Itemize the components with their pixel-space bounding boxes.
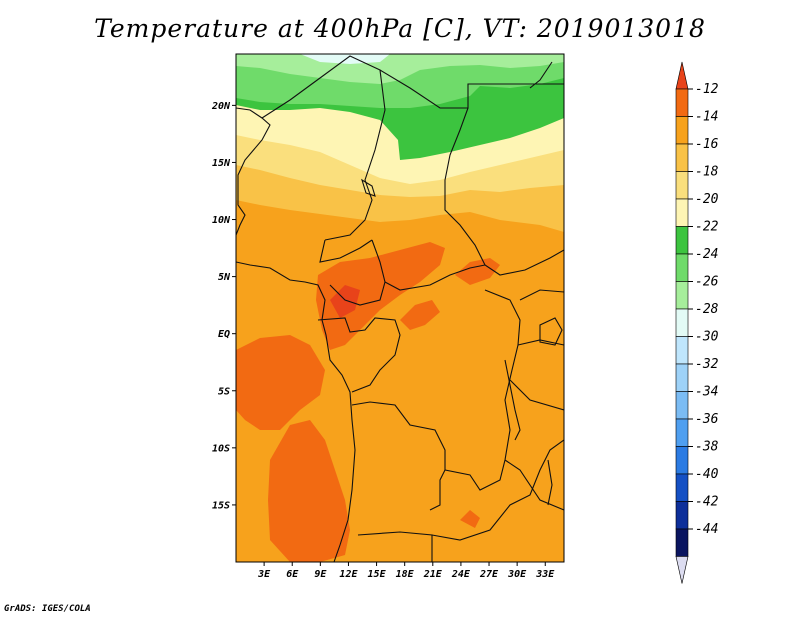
map-frame (236, 54, 564, 562)
border-car (371, 239, 486, 291)
colorbar-label: -44 (695, 522, 718, 537)
colorbar-swatch (675, 473, 689, 502)
lake-malawi (547, 459, 553, 506)
colorbar-label: -32 (695, 357, 719, 372)
lon-label: 33E (535, 569, 555, 580)
colorbar-swatch (675, 336, 689, 365)
lat-label: 15S (212, 500, 230, 511)
lon-label: 30E (507, 569, 527, 580)
warm-region-central (316, 242, 445, 350)
colorbar-label: -18 (695, 165, 719, 180)
colorbar-label: -12 (695, 82, 719, 97)
lon-label: 24E (451, 569, 471, 580)
colorbar-label: -40 (695, 467, 719, 482)
lat-label: 10N (212, 215, 231, 226)
lon-label: 12E (339, 569, 358, 580)
colorbar: -12 -14 -16 -18 -20 -22 -24 -26 -28 -30 -32 -34 -36 -… (675, 61, 719, 584)
lake-chad (361, 178, 376, 197)
lat-label: 20N (211, 101, 231, 112)
country-borders (236, 55, 564, 562)
colorbar-top-arrow (675, 61, 689, 90)
colorbar-swatch (675, 253, 689, 282)
colorbar-swatch (675, 171, 689, 200)
colorbar-swatch (675, 143, 689, 172)
lake-tanganyika (504, 359, 521, 441)
lon-label: 9E (314, 569, 327, 580)
colorbar-label: -16 (695, 137, 719, 152)
colorbar-label: -30 (695, 330, 719, 345)
lat-label: 5S (218, 386, 230, 397)
colorbar-label: -36 (695, 412, 719, 427)
border-coast-west (236, 107, 271, 236)
map-border (235, 53, 565, 563)
lake-victoria (539, 317, 563, 346)
colorbar-label: -24 (695, 247, 718, 262)
grads-credit: GrADS: IGES/COLA (4, 604, 91, 614)
border-zambia (431, 439, 564, 541)
border-sudan-west (444, 107, 564, 276)
colorbar-label: -22 (695, 220, 719, 235)
lat-label: 15N (212, 158, 231, 169)
warm-region-patch (400, 300, 440, 330)
chart-title: Temperature at 400hPa [C], VT: 201901301… (94, 14, 706, 43)
colorbar-label: -38 (695, 440, 719, 455)
colorbar-swatch (675, 528, 689, 557)
border-angola (351, 401, 446, 562)
border-gulf-coast (236, 261, 356, 562)
colorbar-swatch (675, 198, 689, 227)
colorbar-bottom-arrow (675, 556, 689, 584)
lon-label: 6E (286, 569, 299, 580)
colorbar-label: -14 (695, 110, 718, 125)
lon-label: 27E (479, 569, 499, 580)
colorbar-swatch (675, 226, 689, 255)
colorbar-label: -26 (695, 275, 719, 290)
border-niger-north (261, 55, 564, 119)
lon-axis: 3E 6E 9E 12E 15E 18E 21E 24E 27E 30E 33E (257, 562, 555, 580)
colorbar-swatch (675, 116, 689, 145)
colorbar-label: -20 (695, 192, 719, 207)
colorbar-swatch (675, 363, 689, 392)
lon-label: 15E (368, 569, 387, 580)
lon-label: 18E (396, 569, 415, 580)
band-26 (236, 54, 564, 84)
warm-region-east (455, 258, 500, 285)
colorbar-swatch (675, 88, 689, 117)
colorbar-swatch (675, 418, 689, 447)
border-gabon-congo (317, 317, 401, 393)
colorbar-label: -28 (695, 302, 719, 317)
lat-label: 10S (212, 443, 230, 454)
colorbar-swatch (675, 281, 689, 310)
warm-region-west (236, 335, 325, 430)
lat-axis: 20N 15N 10N 5N EQ 5S 10S 15S (211, 101, 236, 511)
border-chad-east (324, 69, 386, 241)
colorbar-swatch (675, 308, 689, 337)
colorbar-swatch (675, 501, 689, 530)
lon-label: 21E (423, 569, 443, 580)
warm-region-southwest (268, 420, 350, 562)
lon-label: 3E (257, 569, 271, 580)
red-sea-coast (529, 61, 553, 89)
border-cameroon (319, 239, 386, 306)
colorbar-label: -34 (695, 385, 718, 400)
lat-label: 5N (218, 272, 231, 283)
lat-label: EQ (218, 329, 230, 340)
warm-region-south (460, 510, 480, 528)
colorbar-swatch (675, 446, 689, 475)
colorbar-label: -42 (695, 495, 719, 510)
colorbar-swatch (675, 391, 689, 420)
